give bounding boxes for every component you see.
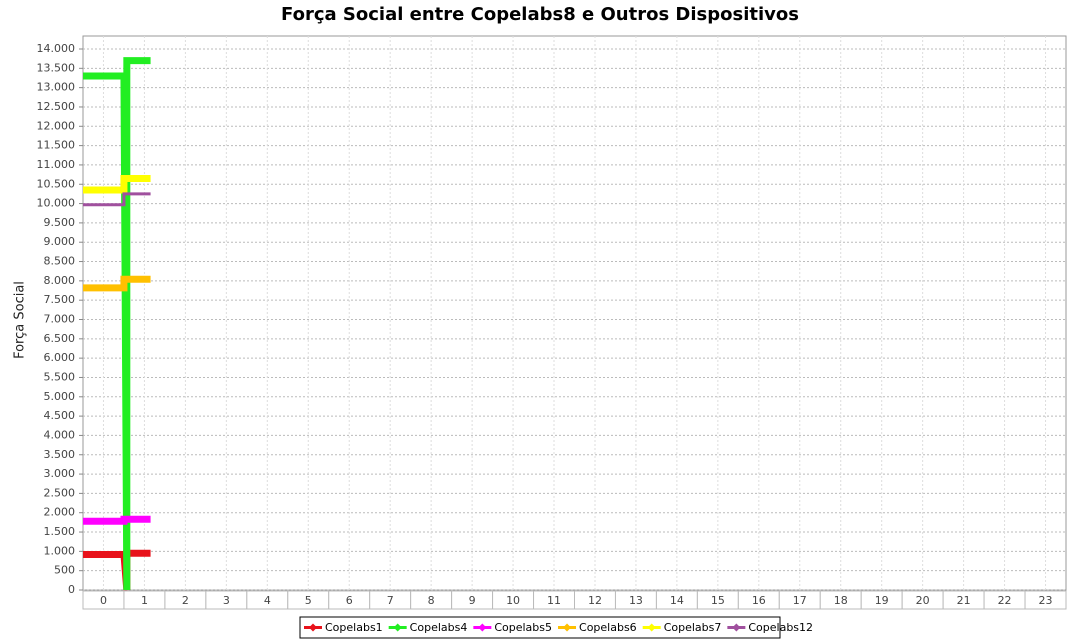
- x-tick-label: 12: [588, 594, 602, 607]
- x-tick-label: 17: [793, 594, 807, 607]
- x-tick-box: [1024, 590, 1067, 610]
- x-tick-label: 19: [875, 594, 889, 607]
- y-tick-label: 500: [54, 564, 75, 577]
- x-tick-label: 22: [998, 594, 1012, 607]
- y-tick-label: 5.000: [44, 390, 76, 403]
- y-tick-label: 6.000: [44, 351, 76, 364]
- y-tick-label: 8.000: [44, 274, 76, 287]
- y-tick-label: 0: [68, 583, 75, 596]
- series-line: [83, 57, 151, 591]
- x-tick-label: 0: [100, 594, 107, 607]
- series-line: [83, 174, 151, 194]
- legend-marker: [647, 623, 656, 632]
- x-tick-label: 5: [305, 594, 312, 607]
- legend-label: Copelabs6: [579, 621, 637, 634]
- series-line: [83, 515, 151, 525]
- y-tick-label: 3.000: [44, 467, 76, 480]
- y-tick-label: 9.500: [44, 216, 76, 229]
- plot-area: [82, 35, 1067, 591]
- legend-marker: [563, 623, 572, 632]
- y-tick-label: 10.500: [37, 177, 76, 190]
- y-tick-label: 1.000: [44, 544, 76, 557]
- y-tick-label: 9.000: [44, 235, 76, 248]
- y-tick-label: 7.000: [44, 313, 76, 326]
- legend-marker: [393, 623, 402, 632]
- x-tick-label: 18: [834, 594, 848, 607]
- y-tick-label: 13.500: [37, 61, 76, 74]
- y-tick-label: 6.500: [44, 332, 76, 345]
- y-axis-label: Força Social: [13, 281, 28, 359]
- y-tick-label: 13.000: [37, 81, 76, 94]
- y-tick-label: 2.000: [44, 506, 76, 519]
- y-tick-label: 5.500: [44, 370, 76, 383]
- x-tick-label: 10: [506, 594, 520, 607]
- legend-marker: [732, 623, 741, 632]
- x-tick-label: 20: [916, 594, 930, 607]
- y-tick-label: 7.500: [44, 293, 76, 306]
- x-tick-label: 16: [752, 594, 766, 607]
- x-tick-label: 9: [469, 594, 476, 607]
- legend-marker: [309, 623, 317, 632]
- x-tick-label: 4: [264, 594, 271, 607]
- legend-marker: [478, 623, 487, 632]
- x-tick-label: 1: [141, 594, 148, 607]
- x-tick-label: 2: [182, 594, 189, 607]
- legend-label: Copelabs12: [748, 621, 813, 634]
- chart-title: Força Social entre Copelabs8 e Outros Di…: [281, 4, 799, 25]
- legend-label: Copelabs4: [410, 621, 468, 634]
- y-tick-label: 2.500: [44, 486, 76, 499]
- x-tick-label: 15: [711, 594, 725, 607]
- x-tick-label: 7: [387, 594, 394, 607]
- legend-label: Copelabs1: [325, 621, 383, 634]
- x-tick-label: 23: [1039, 594, 1053, 607]
- legend: [299, 616, 781, 639]
- y-tick-label: 4.000: [44, 428, 76, 441]
- y-tick-label: 11.000: [37, 158, 76, 171]
- series-line: [83, 275, 151, 292]
- y-tick-label: 12.000: [37, 119, 76, 132]
- y-tick-label: 4.500: [44, 409, 76, 422]
- x-tick-label: 14: [670, 594, 684, 607]
- x-tick-label: 11: [547, 594, 561, 607]
- x-tick-label: 6: [346, 594, 353, 607]
- y-tick-label: 11.500: [37, 139, 76, 152]
- y-tick-label: 1.500: [44, 525, 76, 538]
- x-tick-label: 21: [957, 594, 971, 607]
- legend-label: Copelabs7: [664, 621, 722, 634]
- y-tick-label: 10.000: [37, 197, 76, 210]
- y-tick-label: 14.000: [37, 42, 76, 55]
- x-tick-label: 8: [428, 594, 435, 607]
- y-tick-label: 12.500: [37, 100, 76, 113]
- y-tick-label: 3.500: [44, 448, 76, 461]
- legend-label: Copelabs5: [494, 621, 552, 634]
- y-tick-label: 8.500: [44, 255, 76, 268]
- x-tick-label: 3: [223, 594, 230, 607]
- x-tick-label: 13: [629, 594, 643, 607]
- series-line: [83, 192, 151, 207]
